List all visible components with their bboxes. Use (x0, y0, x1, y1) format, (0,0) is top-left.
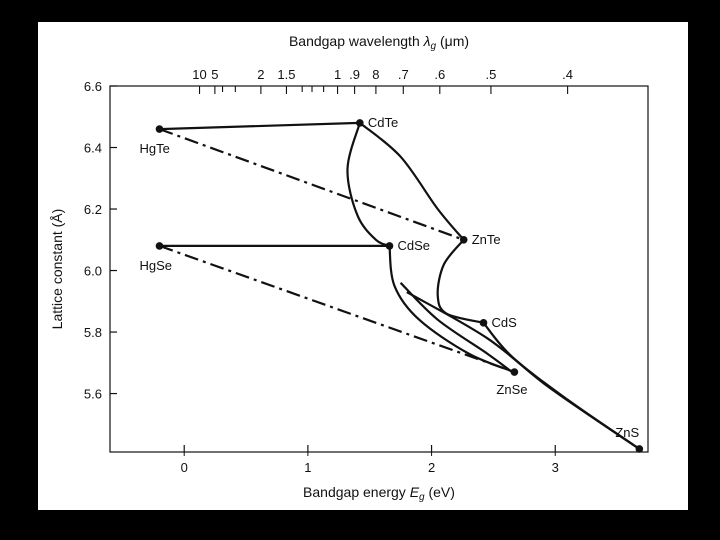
point-label-cdte: CdTe (368, 115, 398, 130)
wavelength-axis-ticks: 10 5 2 1.5 1 .9 8 .7 .6 .5 .4 (192, 67, 573, 94)
wavelength-tick-label-12: .7 (398, 67, 409, 82)
plot-frame (109, 85, 649, 453)
x-axis-ticks: 0 1 2 3 (181, 445, 559, 475)
point-label-hgse: HgSe (139, 258, 172, 273)
series-line-6 (388, 245, 515, 374)
y-axis-ticks: 5.6 5.8 6.0 6.2 6.4 6.6 (84, 79, 117, 402)
x-tick-label-2: 2 (428, 460, 435, 475)
y-tick-label-6.0: 6.0 (84, 264, 102, 279)
series-line-10 (159, 128, 465, 241)
series-line-11 (159, 244, 515, 374)
series-line-5 (436, 239, 484, 324)
y-tick-label-6.6: 6.6 (84, 79, 102, 94)
wavelength-tick-label-9: 1 (334, 67, 341, 82)
x-tick-label-3: 3 (552, 460, 559, 475)
y-tick-label-6.4: 6.4 (84, 141, 102, 156)
point-label-znse: ZnSe (496, 382, 527, 397)
wavelength-tick-label-4: 2 (257, 67, 264, 82)
y-tick-label-5.8: 5.8 (84, 325, 102, 340)
wavelength-tick-label-10: .9 (349, 67, 360, 82)
y-tick-label-6.2: 6.2 (84, 202, 102, 217)
point-hgte (155, 125, 164, 133)
wavelength-tick-label-14: .5 (486, 67, 497, 82)
point-cdte (356, 119, 364, 127)
series-line-3 (346, 122, 390, 247)
series-line-9 (482, 322, 640, 450)
series-line-4 (359, 122, 465, 241)
point-label-zns: ZnS (615, 425, 639, 440)
series-line-1 (159, 121, 360, 131)
series-group (159, 121, 640, 450)
wavelength-tick-label-15: .4 (562, 67, 573, 82)
point-label-hgte: HgTe (139, 141, 169, 156)
wavelength-tick-label-5: 1.5 (277, 67, 295, 82)
point-cds (479, 319, 488, 327)
top-axis-title: Bandgap wavelength λg (μm) (289, 33, 469, 52)
points-group: CdTe HgTe ZnTe CdSe HgSe CdS ZnSe ZnS (139, 115, 644, 453)
x-axis-title: Bandgap energy Eg (eV) (303, 484, 455, 503)
point-label-cds: CdS (492, 315, 518, 330)
wavelength-tick-label-11: 8 (372, 67, 379, 82)
wavelength-tick-label-13: .6 (434, 67, 445, 82)
point-znse (510, 368, 519, 376)
x-tick-label-1: 1 (304, 460, 311, 475)
point-label-znte: ZnTe (472, 232, 501, 247)
y-axis-title: Lattice constant (Å) (49, 209, 65, 330)
wavelength-tick-label-0: 10 (192, 67, 206, 82)
y-tick-label-5.6: 5.6 (84, 387, 102, 402)
point-hgse (155, 242, 164, 250)
point-label-cdse: CdSe (398, 238, 431, 253)
point-zns (635, 445, 644, 453)
point-cdse (385, 242, 394, 250)
wavelength-tick-label-1: 5 (211, 67, 218, 82)
point-znte (459, 235, 468, 244)
x-tick-label-0: 0 (181, 460, 188, 475)
series-line-7 (399, 282, 513, 373)
